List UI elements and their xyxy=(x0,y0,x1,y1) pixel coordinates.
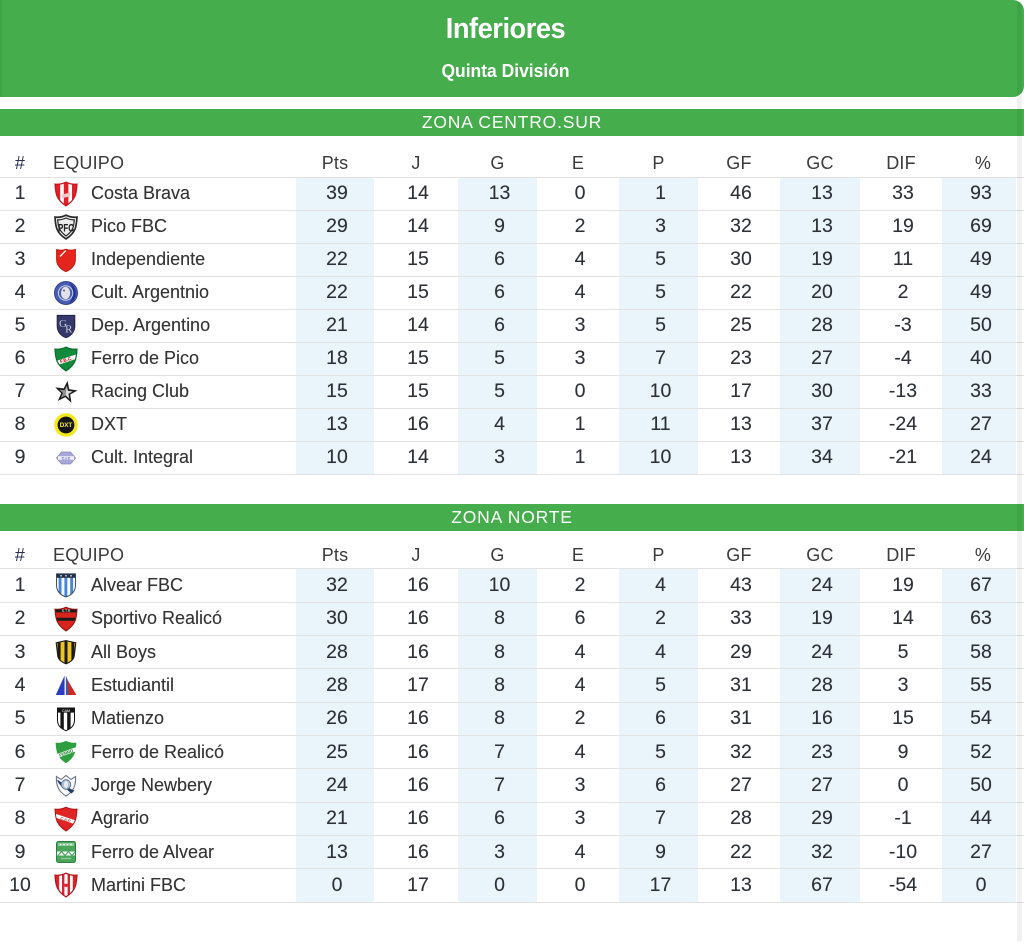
svg-text:F.B.C.: F.B.C. xyxy=(59,355,72,363)
svg-text:PFC: PFC xyxy=(58,222,74,234)
svg-text:C.A.P.: C.A.P. xyxy=(60,815,72,823)
svg-text:CAM: CAM xyxy=(62,709,70,713)
svg-text:FERRO: FERRO xyxy=(58,748,74,758)
svg-text:DXT: DXT xyxy=(60,422,73,429)
svg-text:C.I.C: C.I.C xyxy=(62,456,71,460)
svg-text:S.T.R: S.T.R xyxy=(62,609,71,613)
svg-text:G: G xyxy=(59,318,67,330)
svg-text:R: R xyxy=(65,323,73,335)
